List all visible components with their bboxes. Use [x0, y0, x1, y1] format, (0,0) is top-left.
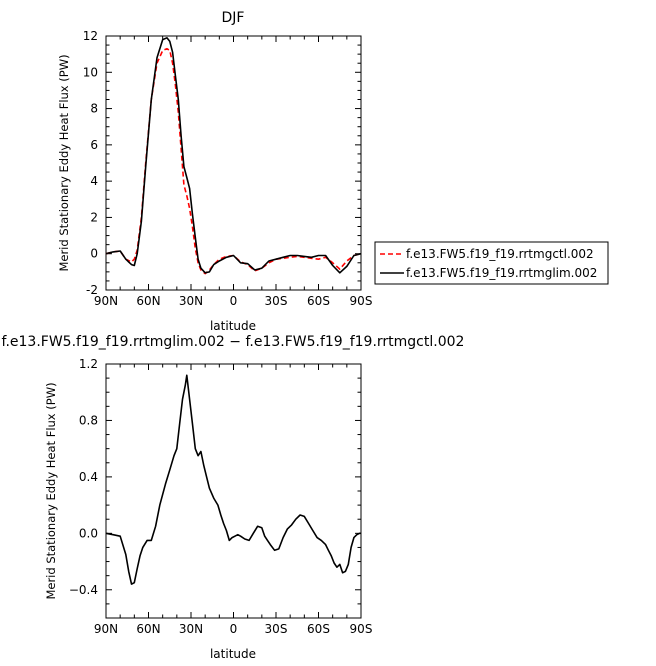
bottom-x-tick-label: 90N	[94, 622, 118, 636]
bottom-y-tick-label: 0.4	[79, 470, 98, 484]
top-y-tick-label: 0	[90, 247, 98, 261]
bottom-y-tick-label: 0.0	[79, 526, 98, 540]
top-y-tick-label: -2	[86, 283, 98, 297]
bottom-x-tick-label: 60S	[307, 622, 330, 636]
bottom-x-tick-label: 30N	[179, 622, 203, 636]
bottom-y-tick-label: 0.8	[79, 413, 98, 427]
bottom-x-tick-label: 60N	[136, 622, 160, 636]
top-y-tick-label: 10	[83, 65, 98, 79]
bottom-title: f.e13.FW5.f19_f19.rrtmglim.002 − f.e13.F…	[2, 334, 465, 350]
bottom-x-tick-label: 30S	[265, 622, 288, 636]
top-x-label: latitude	[210, 319, 256, 333]
top-x-tick-label: 0	[230, 294, 238, 308]
top-y-tick-label: 12	[83, 29, 98, 43]
bottom-y-tick-label: −0.4	[69, 583, 98, 597]
top-series-line-0	[105, 47, 362, 275]
top-y-tick-label: 4	[90, 174, 98, 188]
legend: f.e13.FW5.f19_f19.rrtmgctl.002 f.e13.FW5…	[374, 241, 609, 285]
bottom-series-line-0	[105, 374, 361, 585]
bottom-x-tick-label: 0	[230, 622, 238, 636]
bottom-y-label: Merid Stationary Eddy Heat Flux (PW)	[44, 382, 58, 599]
top-y-tick-label: 6	[90, 138, 98, 152]
top-y-tick-label: 8	[90, 102, 98, 116]
bottom-y-tick-label: 1.2	[79, 357, 98, 371]
legend-label-ctl: f.e13.FW5.f19_f19.rrtmgctl.002	[406, 247, 594, 261]
bottom-x-label: latitude	[210, 647, 256, 661]
top-x-tick-label: 30N	[179, 294, 203, 308]
legend-box	[374, 241, 609, 285]
top-series	[105, 36, 362, 275]
top-x-tick-label: 90N	[94, 294, 118, 308]
top-x-tick-label: 60S	[307, 294, 330, 308]
top-y-label: Merid Stationary Eddy Heat Flux (PW)	[57, 54, 71, 271]
bottom-panel: f.e13.FW5.f19_f19.rrtmglim.002 − f.e13.F…	[2, 334, 465, 661]
top-x-tick-label: 60N	[136, 294, 160, 308]
top-x-tick-label: 90S	[350, 294, 373, 308]
bottom-series	[105, 374, 361, 585]
bottom-plot-frame	[105, 363, 362, 619]
top-plot-frame	[105, 35, 362, 291]
top-title: DJF	[222, 10, 245, 26]
legend-label-lim: f.e13.FW5.f19_f19.rrtmglim.002	[406, 266, 597, 280]
top-series-line-1	[105, 36, 362, 274]
bottom-x-tick-label: 90S	[350, 622, 373, 636]
bottom-axis-ticks: 90N 60N 30N 0 30S 60S 90S −0.4 0.0 0.4 0.8 1.2	[69, 357, 373, 636]
top-panel: DJF 90N 60N 30N 0 30S 60S 90S -2 0 2 4 6 8 10 12 latit…	[57, 10, 609, 333]
top-x-tick-label: 30S	[265, 294, 288, 308]
top-y-tick-label: 2	[90, 210, 98, 224]
top-axis-ticks: 90N 60N 30N 0 30S 60S 90S -2 0 2 4 6 8 10 12	[83, 29, 373, 308]
